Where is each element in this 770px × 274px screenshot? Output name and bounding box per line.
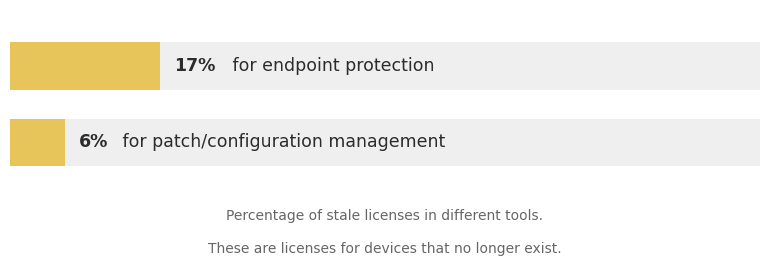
FancyBboxPatch shape: [10, 42, 160, 90]
Text: 6%: 6%: [79, 133, 109, 152]
FancyBboxPatch shape: [10, 42, 760, 90]
FancyBboxPatch shape: [10, 119, 760, 167]
Text: 17%: 17%: [174, 57, 216, 75]
Text: These are licenses for devices that no longer exist.: These are licenses for devices that no l…: [208, 242, 562, 256]
FancyBboxPatch shape: [10, 119, 65, 167]
Text: Percentage of stale licenses in different tools.: Percentage of stale licenses in differen…: [226, 209, 544, 224]
Text: for endpoint protection: for endpoint protection: [227, 57, 435, 75]
Text: for patch/configuration management: for patch/configuration management: [117, 133, 446, 152]
